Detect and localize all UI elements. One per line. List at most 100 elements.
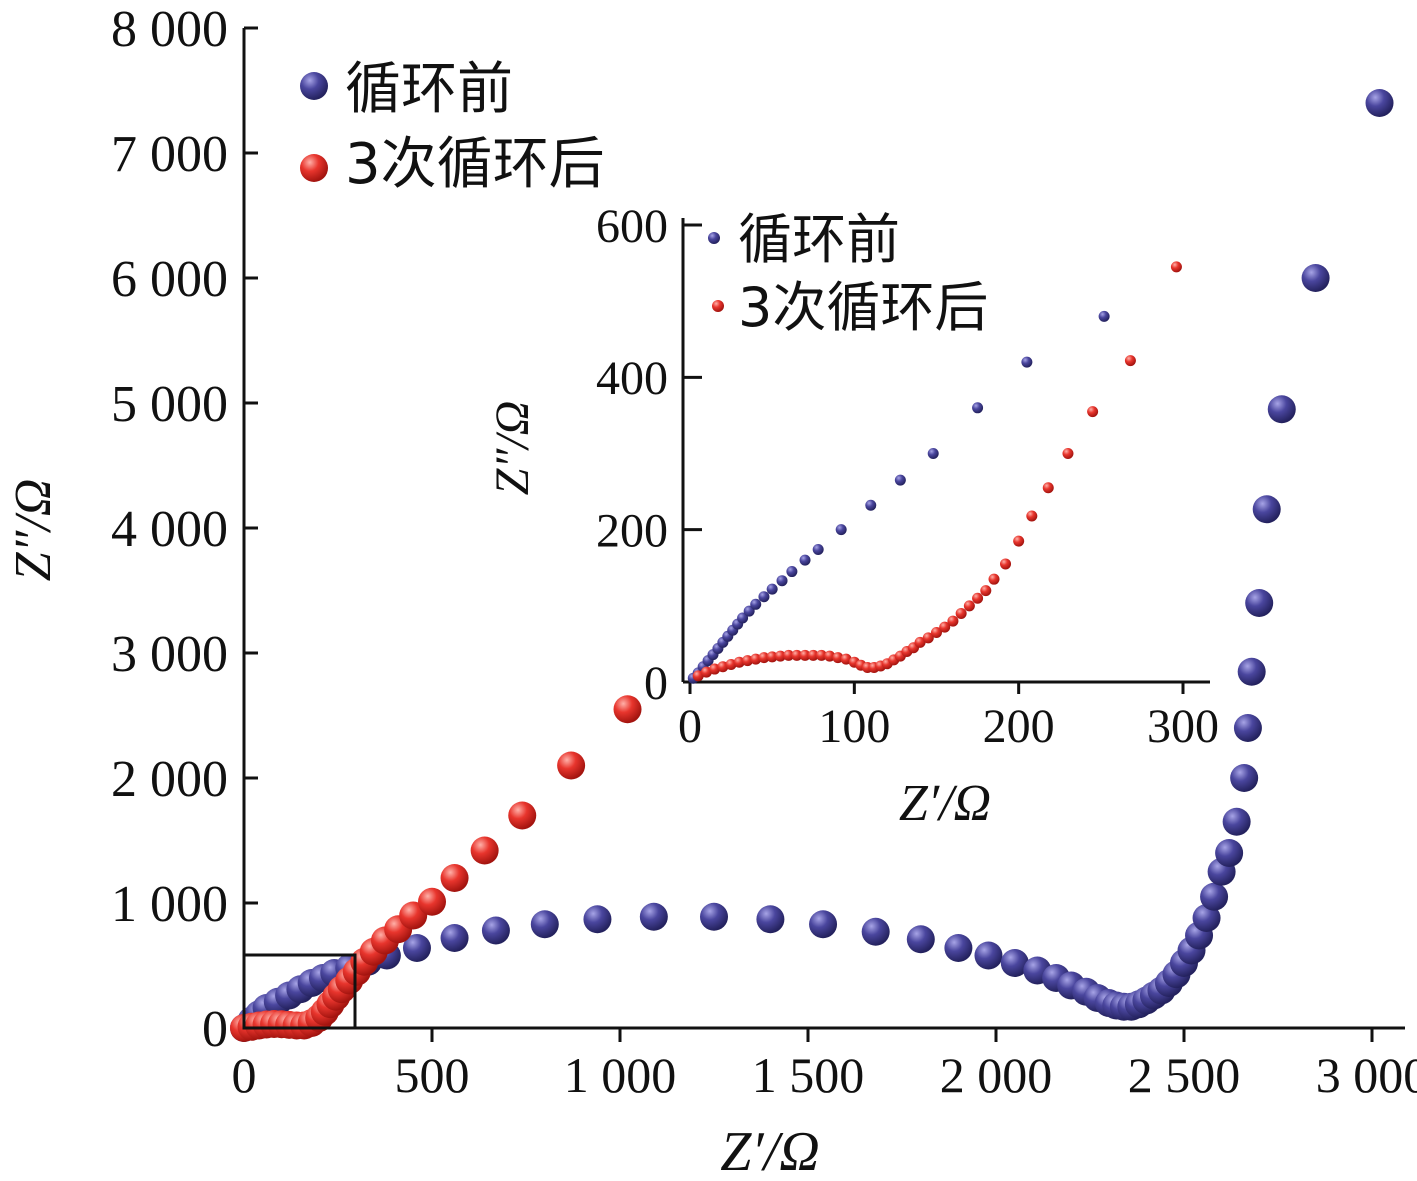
inset-x-tick-label: 200 [983,700,1055,753]
main-data-point [440,864,469,892]
inset-data-point [692,670,704,682]
inset-data-point [947,615,959,627]
inset-data-point [865,499,877,511]
main-data-point [974,941,1003,970]
main-legend: 循环前 3次循环后 [300,57,605,197]
inset-data-point [955,607,967,619]
main-y-tick-label: 8 000 [111,1,228,58]
inset-data-point [1087,406,1099,418]
inset-data-point [750,598,762,610]
inset-legend-label-after: 3次循环后 [738,276,988,339]
inset-y-axis-title: Z″/Ω [486,401,539,496]
inset-y-ticks: 0 200 400 600 [596,200,702,710]
inset-data-point [774,650,786,662]
inset-x-tick-label: 0 [678,700,702,753]
inset-data-point [815,649,827,661]
inset-legend: 循环前 3次循环后 [708,208,988,339]
main-data-point [418,887,446,916]
inset-data-point [807,649,819,661]
inset-data-point [1124,355,1136,367]
inset-x-tick-label: 300 [1147,700,1219,753]
main-y-tick-label: 5 000 [111,376,228,433]
main-data-point [756,905,785,934]
inset-x-ticks: 0 100 200 300 [678,682,1219,753]
main-data-point [530,910,559,939]
inset-data-point [799,649,811,661]
legend-marker-before [300,72,328,100]
inset-data-point [835,524,847,536]
main-y-tick-label: 0 [202,1001,228,1058]
main-y-tick-label: 6 000 [111,251,228,308]
inset-data-point [972,402,984,414]
main-data-point [1200,882,1229,911]
inset-data-point [1170,261,1182,273]
main-data-point [1365,89,1394,117]
inset-data-point [1013,535,1025,547]
legend-label-before: 循环前 [345,57,513,122]
inset-data-point [737,612,749,624]
main-data-point [1252,495,1281,524]
main-data-point [402,934,431,962]
main-data-point [1000,949,1029,977]
inset-data-point [931,626,942,638]
inset-data-point [766,651,778,663]
main-data-point [861,917,890,946]
inset-data-point [743,605,755,617]
main-data-point [1301,264,1330,292]
main-y-axis-title: Z″/Ω [5,479,62,582]
main-x-tick-label: 0 [232,1047,257,1103]
inset-data-point [742,655,754,667]
inset-data-point [1062,448,1074,459]
main-data-point [1222,807,1251,836]
main-data-point [1267,395,1296,424]
main-x-tick-label: 500 [395,1047,470,1103]
zoom-region-box [242,953,357,1030]
main-x-tick-label: 1 500 [752,1047,865,1103]
inset-data-point [894,474,906,486]
main-x-tick-label: 1 000 [564,1047,677,1103]
main-y-tick-label: 2 000 [111,751,228,808]
main-data-point [1233,714,1262,742]
main-data-point [1215,839,1244,867]
main-y-tick-label: 4 000 [111,501,228,558]
main-series-after-3-cycles [230,695,642,1042]
main-y-ticks: 0 1 000 2 000 3 000 4 000 5 000 6 000 7 000 8 00… [111,1,258,1058]
inset-data-point [980,585,992,597]
inset-data-point [988,573,1000,585]
inset-y-tick-label: 0 [644,657,668,710]
main-data-point [1230,764,1259,792]
main-data-point [583,905,612,934]
legend-label-after: 3次循环后 [345,132,605,197]
inset-data-point [927,448,939,459]
inset-data-point [799,554,811,566]
main-y-tick-label: 7 000 [111,126,228,183]
inset-data-point [776,575,788,587]
main-x-ticks: 0 500 1 000 1 500 2 000 2 500 3 000 [232,1028,1417,1103]
main-data-point [906,925,935,954]
inset-data-point [824,650,836,662]
main-data-point [1192,904,1221,932]
main-data-point [639,902,668,931]
inset-y-tick-label: 400 [596,352,668,405]
inset-x-axis-title: Z′/Ω [899,775,991,832]
main-data-point [470,836,499,865]
inset-data-point [1042,482,1054,494]
inset-data-point [1026,510,1038,522]
inset-data-point [733,656,745,668]
main-data-point [440,924,469,952]
inset-series-after-3-cycles [692,261,1182,682]
main-x-axis-title: Z′/Ω [720,1121,819,1181]
inset-y-tick-label: 200 [596,504,668,557]
inset-x-tick-label: 100 [818,700,890,753]
main-data-point [481,916,510,945]
main-x-tick-label: 2 000 [940,1047,1053,1103]
inset-chart: 0 100 200 300 0 200 400 600 Z′/Ω Z″/Ω 循环前 3次循环… [486,200,1219,832]
main-data-point [557,751,586,780]
main-y-tick-label: 1 000 [111,876,228,933]
main-x-tick-label: 3 000 [1316,1047,1417,1103]
inset-series-before-cycling [687,310,1110,684]
inset-data-point [758,652,770,664]
inset-data-point [812,543,824,555]
inset-data-point [939,621,951,633]
